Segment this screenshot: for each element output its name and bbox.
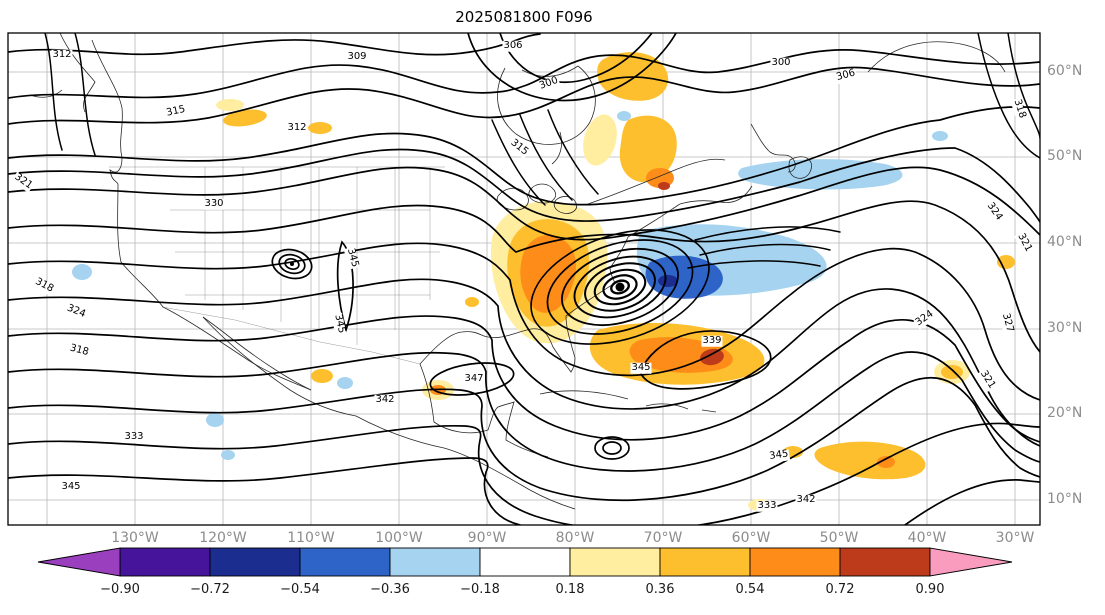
contour-lines [8, 33, 1040, 525]
cyclone-vortex [290, 229, 710, 345]
cyclone-center-dot [615, 282, 625, 292]
shaded-anomaly-regions [72, 52, 1015, 511]
plot-frame [7, 32, 1041, 526]
state-borders [109, 166, 445, 365]
colorbar [37, 547, 1013, 577]
